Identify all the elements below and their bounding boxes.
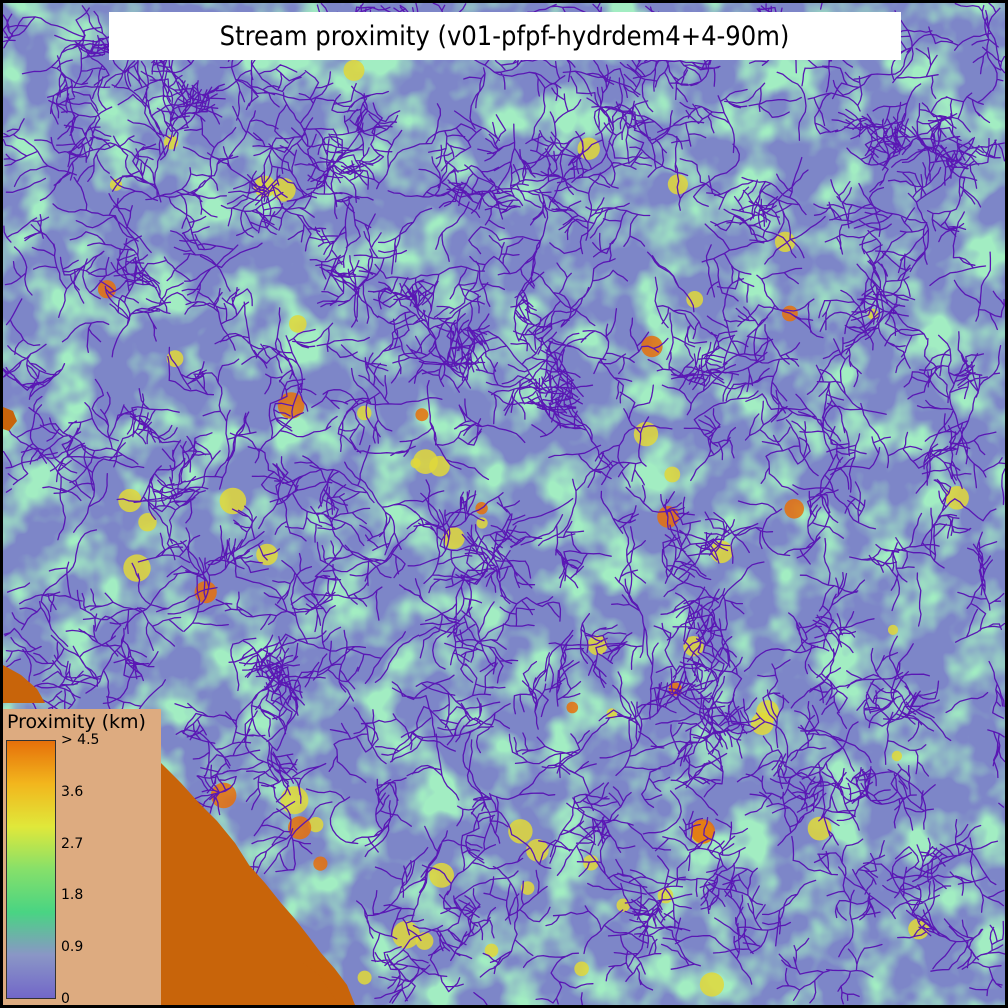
hotspot-mark (138, 513, 157, 532)
hotspot-mark (429, 455, 450, 477)
hotspot-mark (782, 305, 798, 322)
hotspot-mark (476, 517, 488, 529)
proximity-map (3, 3, 1005, 1005)
hotspot-mark (484, 943, 499, 958)
coastline-nodata-region (161, 763, 355, 1005)
hotspot-mark (526, 839, 549, 862)
hotspot-mark (641, 335, 663, 358)
hotspot-mark (289, 315, 307, 333)
hotspot-mark (583, 854, 599, 871)
hotspot-mark (756, 700, 779, 723)
hotspot-mark (410, 458, 421, 469)
hotspot-mark (699, 972, 725, 997)
hotspot-mark (887, 624, 899, 636)
hotspot-mark (908, 918, 930, 940)
hotspot-mark (606, 708, 617, 719)
hotspot-mark (357, 970, 372, 985)
left-edge-nodata (3, 407, 17, 431)
hotspot-mark (313, 856, 328, 871)
legend-tick-label: 0.9 (61, 939, 84, 956)
hotspot-mark (807, 816, 832, 841)
hotspot-mark (308, 817, 324, 833)
hotspot-mark (710, 540, 733, 564)
hotspot-mark (392, 921, 420, 949)
hotspot-mark (166, 350, 184, 367)
legend-tick-label: > 4.5 (61, 732, 100, 748)
hotspot-mark (194, 581, 217, 604)
legend-tick-label: 0 (61, 991, 70, 1007)
hotspot-mark (664, 466, 681, 483)
hotspot-mark (415, 408, 429, 422)
hotspot-mark (891, 750, 903, 762)
left-coast-corner (3, 665, 45, 703)
hotspot-mark (574, 961, 589, 977)
hotspot-mark (566, 701, 579, 714)
coastline-bottom-region (253, 963, 339, 1005)
hotspot-mark (945, 486, 969, 510)
hotspot-mark (784, 499, 804, 519)
legend-title: Proximity (km) (7, 711, 146, 733)
legend-tick-label: 1.8 (61, 887, 84, 904)
hotspot-mark (686, 291, 704, 308)
hotspot-mark (219, 487, 247, 515)
hotspot-mark (520, 881, 535, 895)
hotspot-mark (508, 819, 533, 844)
hotspot-mark (415, 932, 434, 950)
map-title-box: Stream proximity (v01-pfpf-hydrdem4+4-90… (109, 12, 901, 60)
hotspot-mark (357, 405, 372, 421)
hotspot-mark (163, 135, 179, 150)
hotspot-mark (442, 527, 465, 550)
hotspot-mark (343, 59, 365, 81)
legend-color-bar (6, 740, 56, 999)
hotspot-mark (429, 862, 454, 888)
map-title: Stream proximity (v01-pfpf-hydrdem4+4-90… (220, 20, 790, 52)
hotspot-mark (280, 786, 309, 815)
hotspot-mark (616, 898, 630, 912)
legend-tick-label: 2.7 (61, 835, 84, 852)
legend-tick-label: 3.6 (61, 783, 84, 800)
hotspot-mark (123, 554, 151, 582)
hotspot-mark (97, 280, 117, 299)
legend: Proximity (km) > 4.5 3.6 2.7 1.8 0.9 0 (3, 709, 161, 1005)
